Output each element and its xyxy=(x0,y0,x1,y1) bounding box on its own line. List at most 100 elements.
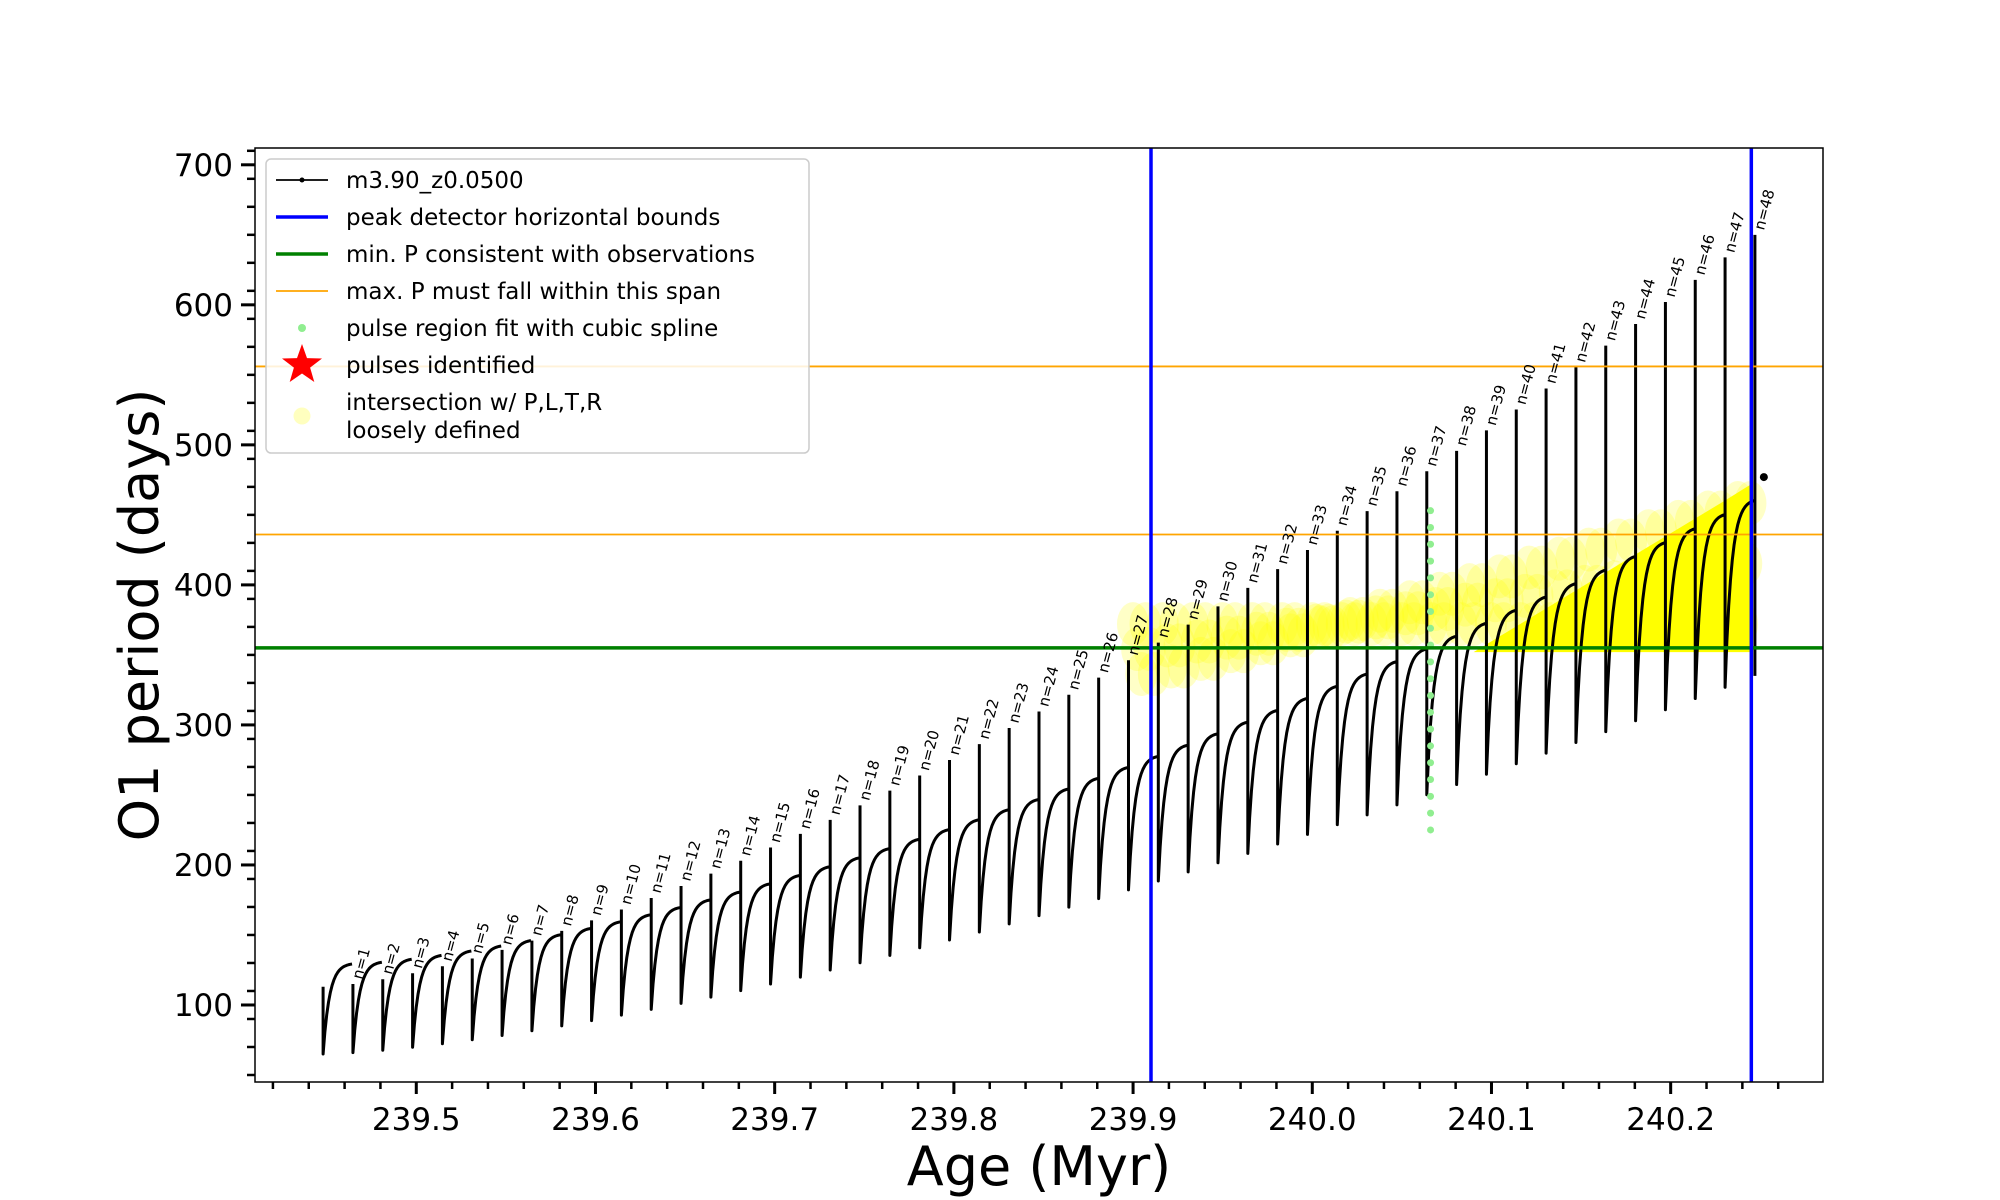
legend-marker xyxy=(299,177,305,183)
intersection-marker xyxy=(1214,629,1247,674)
pulse-label: n=2 xyxy=(378,941,404,976)
intersection-marker xyxy=(1129,602,1162,647)
spline-point xyxy=(1427,523,1435,531)
pulse-label: n=33 xyxy=(1303,503,1331,547)
x-tick-label: 240.2 xyxy=(1626,1102,1715,1138)
pulse-label: n=6 xyxy=(498,912,524,947)
x-tick-label: 239.9 xyxy=(1089,1102,1178,1138)
intersection-marker xyxy=(1525,545,1558,590)
axis-ticks: 239.5 239.6 239.7 239.8 239.9 240.0 240.1 240.2… xyxy=(174,148,1780,1138)
y-tick-label: 600 xyxy=(174,288,233,324)
x-axis-label: Age (Myr) xyxy=(907,1135,1172,1198)
intersection-marker xyxy=(1304,605,1337,650)
pulse-label: n=12 xyxy=(677,839,705,883)
pulse-label: n=20 xyxy=(915,728,943,772)
intersection-marker xyxy=(1436,571,1469,616)
pulse-label: n=34 xyxy=(1333,483,1361,527)
pulse-label: n=38 xyxy=(1452,403,1480,447)
model-series-end-point xyxy=(1759,473,1768,482)
pulse-label: n=10 xyxy=(617,862,645,906)
intersection-marker xyxy=(1278,602,1311,647)
pulse-label: n=14 xyxy=(736,813,764,857)
pulse-label: n=30 xyxy=(1213,559,1241,603)
intersection-marker xyxy=(1295,602,1328,647)
pulse-label: n=32 xyxy=(1273,522,1301,566)
y-tick-label: 200 xyxy=(174,848,233,884)
pulse-label: n=43 xyxy=(1601,298,1629,342)
pulse-label: n=8 xyxy=(557,893,583,928)
model-series-line xyxy=(321,234,1757,1056)
intersection-marker xyxy=(1189,602,1222,647)
spline-point xyxy=(1427,742,1435,750)
intersection-marker xyxy=(1308,602,1341,647)
intersection-marker xyxy=(1423,571,1456,616)
pulse-label: n=17 xyxy=(826,772,854,816)
pulse-label: n=16 xyxy=(796,787,824,831)
intersection-marker xyxy=(1155,644,1188,689)
intersection-marker xyxy=(1146,602,1179,647)
y-tick-label: 500 xyxy=(174,428,233,464)
spline-point xyxy=(1427,574,1435,582)
x-tick-label: 239.7 xyxy=(730,1102,819,1138)
pulse-label: n=46 xyxy=(1691,232,1719,276)
intersection-marker xyxy=(1483,554,1516,599)
intersection-marker xyxy=(1542,536,1575,581)
intersection-marker xyxy=(1368,602,1401,647)
legend-label: pulses identified xyxy=(346,353,535,379)
intersection-marker xyxy=(1445,602,1478,647)
pulse-label: n=42 xyxy=(1571,320,1599,364)
intersection-marker xyxy=(1385,602,1418,647)
intersection-marker xyxy=(1376,588,1409,633)
intersection-marker xyxy=(1325,602,1358,647)
legend-label: intersection w/ P,L,T,R xyxy=(346,390,602,416)
spline-point xyxy=(1427,624,1435,632)
legend-marker xyxy=(293,407,311,425)
intersection-marker xyxy=(1176,602,1209,647)
pulse-label: n=44 xyxy=(1631,277,1659,321)
legend-item-bounds: peak detector horizontal bounds xyxy=(276,205,720,231)
spline-point xyxy=(1427,759,1435,767)
intersection-marker xyxy=(1355,602,1388,647)
intersection-marker xyxy=(1248,602,1281,647)
intersection-marker xyxy=(1137,652,1170,697)
pulse-label: n=3 xyxy=(408,935,434,970)
x-tick-label: 240.0 xyxy=(1268,1102,1357,1138)
intersection-marker xyxy=(1363,588,1396,633)
plot-frame xyxy=(254,147,1824,1083)
legend-item-spline: pulse region fit with cubic spline xyxy=(298,316,718,342)
pulse-label: n=22 xyxy=(975,697,1003,741)
pulse-label: n=25 xyxy=(1064,647,1092,691)
legend-marker xyxy=(282,344,322,382)
y-axis-label: O1 period (days) xyxy=(108,389,171,842)
spline-point xyxy=(1427,507,1435,515)
pulse-label: n=35 xyxy=(1363,464,1391,508)
intersection-marker xyxy=(1555,536,1588,581)
pulse-label: n=9 xyxy=(587,882,613,917)
spline-point xyxy=(1427,792,1435,800)
spline-point xyxy=(1427,708,1435,716)
spline-point xyxy=(1427,540,1435,548)
intersection-dense-region xyxy=(1473,484,1752,653)
legend-label: max. P must fall within this span xyxy=(346,279,721,305)
y-tick-label: 300 xyxy=(174,708,233,744)
intersection-marker xyxy=(1236,602,1269,647)
intersection-region xyxy=(1116,481,1767,697)
spline-region xyxy=(1427,507,1435,834)
pulse-label: n=11 xyxy=(647,851,675,895)
pulse-label: n=15 xyxy=(766,800,794,844)
legend-label: min. P consistent with observations xyxy=(346,242,755,268)
plot-content: n=1 n=2 n=3 n=4 n=5 n=6 n=7 n=8 n=9 n=10 n=11 n=12 n… xyxy=(255,148,1823,1082)
pulse-label: n=37 xyxy=(1422,424,1450,468)
spline-point xyxy=(1427,557,1435,565)
legend-item-max_p: max. P must fall within this span xyxy=(276,279,721,305)
pulse-label: n=24 xyxy=(1034,664,1062,708)
spline-point xyxy=(1427,675,1435,683)
spline-point xyxy=(1427,658,1435,666)
intersection-marker xyxy=(1585,527,1618,572)
pulse-label: n=40 xyxy=(1512,362,1540,406)
spline-point xyxy=(1427,826,1435,834)
pulse-label: n=19 xyxy=(885,743,913,787)
legend-item-min_p: min. P consistent with observations xyxy=(276,242,755,268)
legend-item-pulses: pulses identified xyxy=(282,344,535,382)
